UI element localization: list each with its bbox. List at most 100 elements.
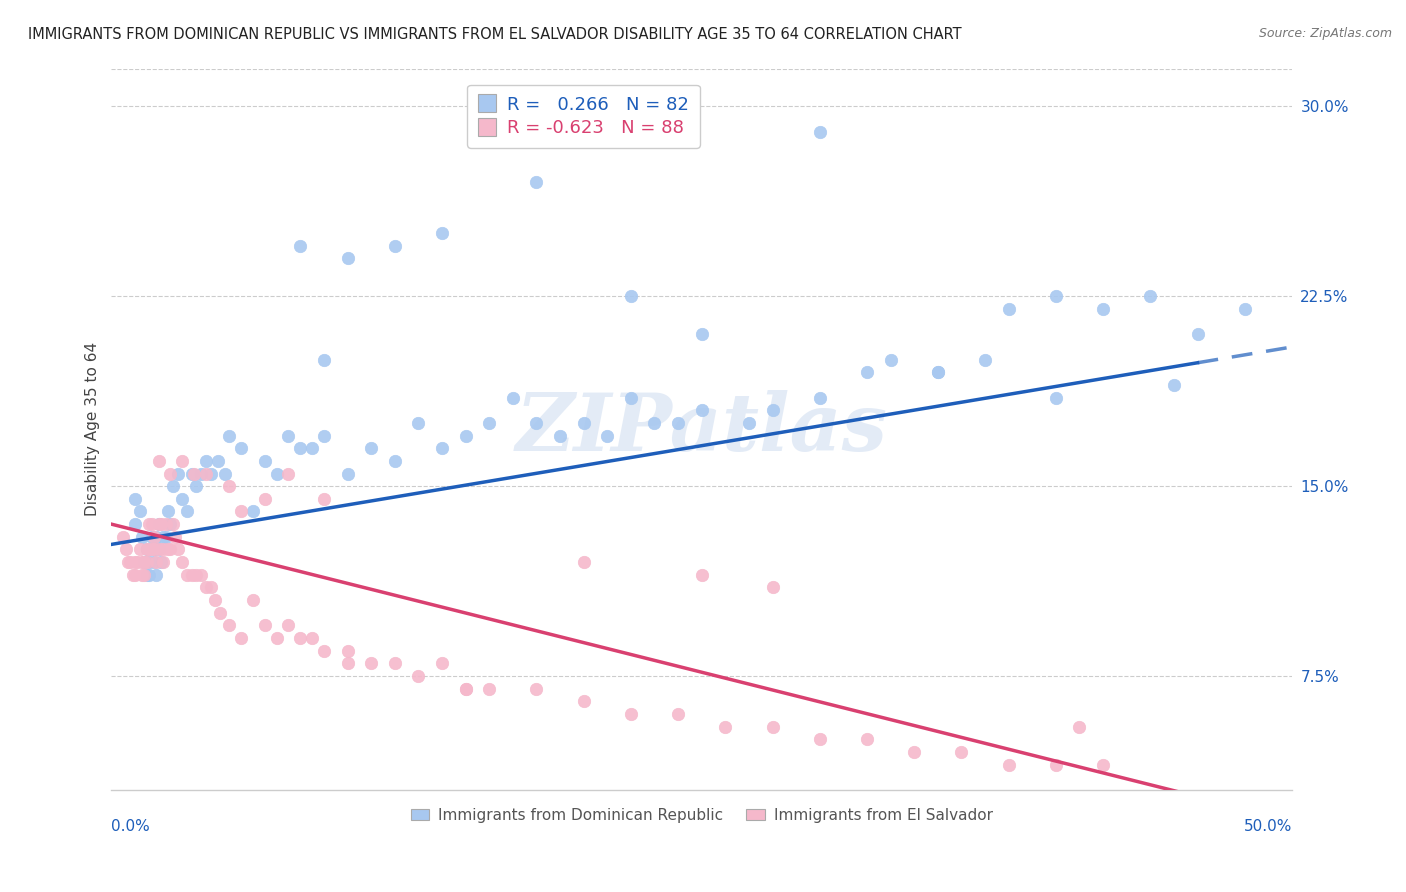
Point <box>157 542 180 557</box>
Point <box>312 491 335 506</box>
Point <box>162 479 184 493</box>
Point <box>152 542 174 557</box>
Point <box>242 593 264 607</box>
Point <box>186 567 208 582</box>
Point <box>1233 301 1256 316</box>
Point <box>502 391 524 405</box>
Point <box>166 542 188 557</box>
Point <box>903 745 925 759</box>
Point <box>135 542 157 557</box>
Point <box>336 657 359 671</box>
Point <box>190 567 212 582</box>
Point <box>208 606 231 620</box>
Point <box>114 542 136 557</box>
Point <box>301 631 323 645</box>
Point <box>155 517 177 532</box>
Point <box>526 416 548 430</box>
Point <box>120 555 142 569</box>
Point <box>548 428 571 442</box>
Point <box>408 416 430 430</box>
Point <box>121 567 143 582</box>
Point <box>927 365 949 379</box>
Point <box>145 530 167 544</box>
Point <box>159 542 181 557</box>
Point <box>360 657 382 671</box>
Point <box>454 428 477 442</box>
Point <box>620 391 643 405</box>
Point <box>138 517 160 532</box>
Point <box>135 567 157 582</box>
Point <box>200 581 222 595</box>
Point <box>124 517 146 532</box>
Point <box>336 467 359 481</box>
Point <box>134 567 156 582</box>
Point <box>180 567 202 582</box>
Point <box>128 542 150 557</box>
Point <box>1139 796 1161 810</box>
Point <box>162 517 184 532</box>
Point <box>761 403 783 417</box>
Point <box>135 542 157 557</box>
Text: Source: ZipAtlas.com: Source: ZipAtlas.com <box>1258 27 1392 40</box>
Point <box>690 567 713 582</box>
Point <box>141 530 163 544</box>
Point <box>214 467 236 481</box>
Point <box>134 555 156 569</box>
Point <box>430 441 453 455</box>
Point <box>194 467 217 481</box>
Point <box>155 530 177 544</box>
Point <box>384 238 406 252</box>
Point <box>176 504 198 518</box>
Point <box>336 643 359 657</box>
Point <box>218 618 240 632</box>
Point <box>266 467 288 481</box>
Point <box>738 416 761 430</box>
Point <box>384 454 406 468</box>
Point <box>135 555 157 569</box>
Point <box>165 530 187 544</box>
Point <box>360 441 382 455</box>
Point <box>384 657 406 671</box>
Point <box>643 416 665 430</box>
Point <box>253 491 276 506</box>
Point <box>142 542 165 557</box>
Point <box>430 226 453 240</box>
Point <box>1092 757 1115 772</box>
Point <box>430 657 453 671</box>
Point <box>808 391 831 405</box>
Point <box>142 530 165 544</box>
Point <box>620 289 643 303</box>
Point <box>974 352 997 367</box>
Point <box>204 593 226 607</box>
Point <box>454 681 477 696</box>
Point <box>290 631 312 645</box>
Point <box>620 706 643 721</box>
Point <box>186 479 208 493</box>
Point <box>301 441 323 455</box>
Text: 50.0%: 50.0% <box>1244 819 1292 834</box>
Point <box>950 745 973 759</box>
Point <box>1045 391 1067 405</box>
Point <box>242 504 264 518</box>
Point <box>253 454 276 468</box>
Point <box>150 555 173 569</box>
Point <box>808 125 831 139</box>
Text: ZIPatlas: ZIPatlas <box>516 391 887 468</box>
Point <box>312 428 335 442</box>
Point <box>714 720 737 734</box>
Point <box>1069 720 1091 734</box>
Point <box>127 555 149 569</box>
Point <box>172 555 194 569</box>
Point <box>1045 757 1067 772</box>
Point <box>1045 289 1067 303</box>
Text: 0.0%: 0.0% <box>111 819 150 834</box>
Point <box>190 467 212 481</box>
Point <box>148 542 170 557</box>
Point <box>172 454 194 468</box>
Text: IMMIGRANTS FROM DOMINICAN REPUBLIC VS IMMIGRANTS FROM EL SALVADOR DISABILITY AGE: IMMIGRANTS FROM DOMINICAN REPUBLIC VS IM… <box>28 27 962 42</box>
Point <box>200 467 222 481</box>
Point <box>856 365 879 379</box>
Point <box>131 530 153 544</box>
Point <box>690 327 713 342</box>
Point <box>253 618 276 632</box>
